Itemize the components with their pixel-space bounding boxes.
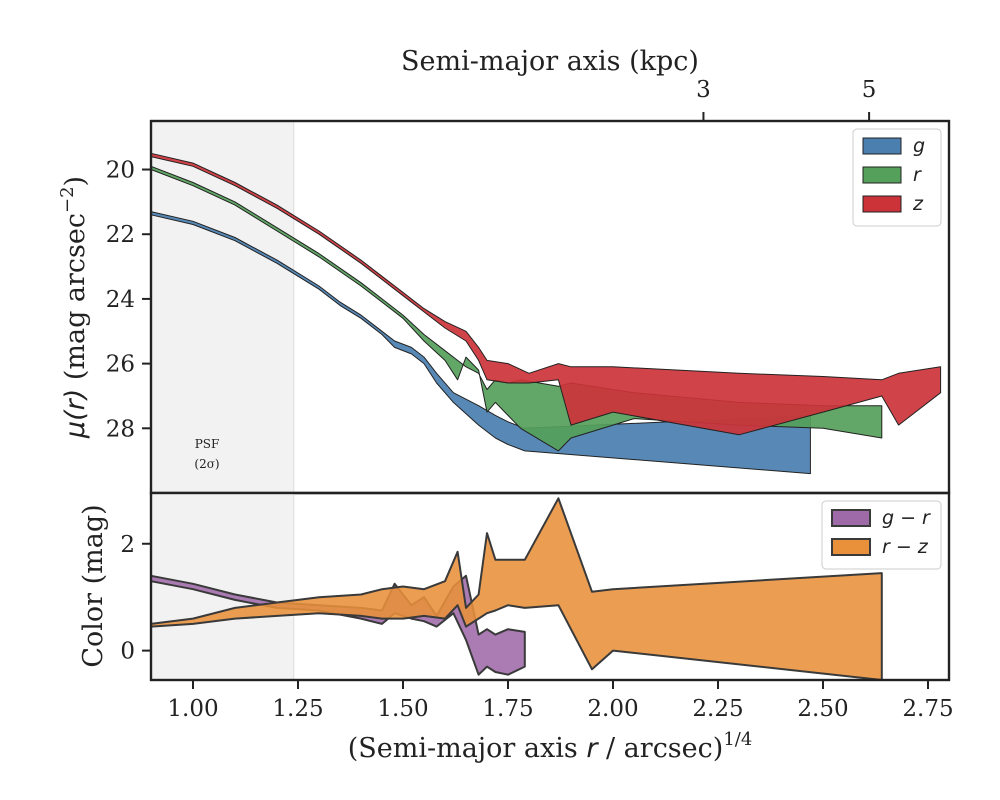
top-y-axis-title: μ(r) (mag arcsec−2) (57, 176, 91, 439)
legend-label: r (913, 164, 922, 186)
y-tick-label: 24 (106, 287, 135, 313)
bottom-axis-ticks: 1.00 1.25 1.50 1.75 2.00 2.25 2.50 2.75 (167, 680, 954, 722)
y-tick-label: 28 (106, 416, 135, 442)
surface-brightness-areas (150, 121, 942, 493)
top-axis-ticks: 351020305075100 (696, 77, 877, 121)
psf-region (151, 121, 294, 493)
color-frame (149, 491, 951, 682)
top-tick-label: 3 (696, 77, 711, 103)
top-axis-title: Semi-major axis (kpc) (401, 46, 699, 77)
legend-label: z (912, 193, 924, 215)
legend-swatch (862, 137, 902, 155)
bottom-y-axis-title: Color (mag) (78, 504, 109, 667)
y-tick-label: 2 (120, 532, 135, 558)
top-tick-label: 5 (862, 77, 877, 103)
psf-label: PSF (195, 437, 220, 451)
legend-swatch (862, 195, 902, 213)
y-tick-label: 22 (106, 222, 135, 248)
x-tick-label: 2.00 (587, 696, 638, 722)
color-y-ticks: 02 (120, 532, 151, 665)
x-tick-label: 1.00 (167, 696, 218, 722)
y-tick-label: 26 (106, 352, 135, 378)
x-tick-label: 1.75 (482, 696, 533, 722)
color-panel: 02 g − rr − z (120, 491, 951, 682)
surface-brightness-y-ticks: 20 22 24 26 28 (106, 158, 151, 442)
legend-label: g (913, 135, 925, 157)
band-surface-brightness-g (150, 211, 811, 475)
x-tick-label: 1.25 (272, 696, 323, 722)
x-tick-label: 2.25 (692, 696, 743, 722)
legend-label: g − r (882, 507, 931, 529)
band-surface-brightness-r (150, 165, 883, 452)
legend-swatch (831, 538, 871, 556)
legend-swatch (862, 166, 902, 184)
y-tick-label: 20 (106, 158, 135, 184)
psf-sublabel: (2σ) (194, 457, 219, 471)
band-surface-brightness-z (150, 152, 942, 436)
surface-brightness-legend: grz (852, 128, 942, 227)
surface-brightness-panel: PSF (2σ) 20 22 24 26 28 grz (106, 119, 951, 495)
x-tick-label: 1.50 (377, 696, 428, 722)
bottom-axis-title: (Semi-major axis r / arcsec)1/4 (348, 729, 753, 764)
x-tick-label: 2.50 (797, 696, 848, 722)
color-legend: g − r r − z (821, 500, 942, 570)
y-tick-label: 0 (120, 639, 135, 665)
x-tick-label: 2.75 (902, 696, 953, 722)
legend-label: r − z (882, 536, 929, 558)
psf-region-color (151, 493, 294, 680)
legend-swatch (831, 509, 871, 527)
